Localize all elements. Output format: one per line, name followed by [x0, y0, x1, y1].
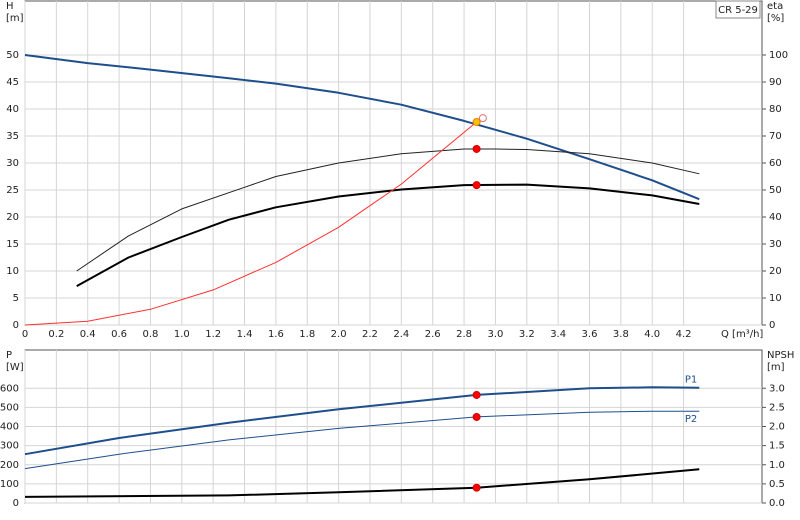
x-tick-label: 2.6 — [425, 329, 441, 340]
y2-tick-label: 100 — [769, 50, 788, 61]
y2-tick-label: 0.5 — [769, 479, 785, 490]
y-tick-label: 5 — [13, 293, 19, 304]
curve — [24, 54, 700, 201]
y2-axis-label: [%] — [767, 13, 784, 24]
y-tick-label: 200 — [0, 460, 19, 471]
x-tick-label: 2.0 — [331, 329, 347, 340]
x-tick-label: 0 — [22, 329, 28, 340]
x-tick-label: 1.6 — [268, 329, 284, 340]
y2-tick-label: 50 — [769, 185, 782, 196]
y-tick-label: 0 — [13, 498, 19, 509]
y2-tick-label: 2.0 — [769, 422, 785, 433]
y2-tick-label: 1.5 — [769, 441, 785, 452]
y2-tick-label: 1.0 — [769, 460, 785, 471]
y2-tick-label: 20 — [769, 266, 782, 277]
x-tick-label: 1.4 — [237, 329, 253, 340]
x-tick-label: 1.8 — [299, 329, 315, 340]
operating-point — [478, 114, 487, 123]
y2-tick-label: 40 — [769, 212, 782, 223]
y-tick-label: 0 — [13, 320, 19, 331]
y-tick-label: 100 — [0, 479, 19, 490]
operating-point — [472, 181, 481, 190]
y-tick-label: 15 — [6, 239, 19, 250]
x-tick-label: 0.6 — [111, 329, 127, 340]
curve — [76, 148, 700, 272]
curve — [24, 468, 700, 498]
y2-axis-label: NPSH — [767, 350, 794, 361]
y2-tick-label: 30 — [769, 239, 782, 250]
operating-point — [472, 117, 481, 126]
x-tick-label: 4.2 — [676, 329, 692, 340]
x-tick-label: 3.2 — [519, 329, 535, 340]
y2-tick-label: 2.5 — [769, 402, 785, 413]
x-tick-label: 1.2 — [205, 329, 221, 340]
x-tick-label: 0.4 — [80, 329, 96, 340]
y-tick-label: 35 — [6, 131, 19, 142]
y-tick-label: 600 — [0, 383, 19, 394]
y2-tick-label: 60 — [769, 158, 782, 169]
x-tick-label: 2.4 — [393, 329, 409, 340]
y-tick-label: 40 — [6, 104, 19, 115]
operating-point — [472, 483, 481, 492]
x-tick-label: 1.0 — [174, 329, 190, 340]
y-axis-label: P — [6, 350, 12, 361]
y-tick-label: 500 — [0, 402, 19, 413]
y2-tick-label: 70 — [769, 131, 782, 142]
x-tick-label: 2.8 — [456, 329, 472, 340]
y-tick-label: 45 — [6, 77, 19, 88]
x-tick-label: 4.0 — [644, 329, 660, 340]
x-tick-label: 3.0 — [487, 329, 503, 340]
y2-tick-label: 3.0 — [769, 383, 785, 394]
y-axis-label: [W] — [6, 362, 24, 373]
y-tick-label: 25 — [6, 185, 19, 196]
x-axis-label: Q [m³/h] — [721, 329, 763, 340]
curve — [76, 183, 700, 287]
chart-title: CR 5-29 — [718, 5, 758, 16]
curve — [24, 386, 700, 456]
y-tick-label: 300 — [0, 441, 19, 452]
curve — [24, 410, 700, 470]
y2-tick-label: 0 — [769, 320, 775, 331]
x-tick-label: 2.2 — [362, 329, 378, 340]
series-label: P1 — [685, 375, 697, 386]
series-label: P2 — [685, 414, 697, 425]
operating-point — [472, 412, 481, 421]
x-tick-label: 3.6 — [582, 329, 598, 340]
y-tick-label: 30 — [6, 158, 19, 169]
curve — [24, 121, 477, 326]
y-tick-label: 400 — [0, 422, 19, 433]
y2-tick-label: 80 — [769, 104, 782, 115]
x-tick-label: 0.2 — [48, 329, 64, 340]
y2-tick-label: 10 — [769, 293, 782, 304]
y-axis-label: [m] — [6, 13, 24, 24]
x-tick-label: 3.8 — [613, 329, 629, 340]
y2-tick-label: 90 — [769, 77, 782, 88]
y2-tick-label: 0.0 — [769, 498, 785, 509]
title-box — [715, 0, 761, 19]
operating-point — [472, 144, 481, 153]
y2-axis-label: eta — [767, 1, 783, 12]
y-tick-label: 50 — [6, 50, 19, 61]
y-tick-label: 20 — [6, 212, 19, 223]
y-tick-label: 10 — [6, 266, 19, 277]
operating-point — [472, 390, 481, 399]
x-tick-label: 0.8 — [142, 329, 158, 340]
x-tick-label: 3.4 — [550, 329, 566, 340]
y2-axis-label: [m] — [767, 362, 785, 373]
y-axis-label: H — [6, 1, 14, 12]
